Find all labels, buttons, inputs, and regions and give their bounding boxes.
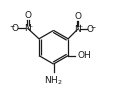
Text: O: O <box>73 12 80 21</box>
Text: N: N <box>74 25 80 34</box>
Text: O: O <box>24 12 31 21</box>
Text: N: N <box>24 24 31 33</box>
Text: O: O <box>12 24 19 33</box>
Text: O: O <box>86 25 93 34</box>
Text: +: + <box>77 24 82 29</box>
Text: +: + <box>27 24 33 29</box>
Text: −: − <box>90 24 95 29</box>
Text: NH$_2$: NH$_2$ <box>44 74 62 87</box>
Text: −: − <box>9 24 14 29</box>
Text: OH: OH <box>77 51 91 60</box>
